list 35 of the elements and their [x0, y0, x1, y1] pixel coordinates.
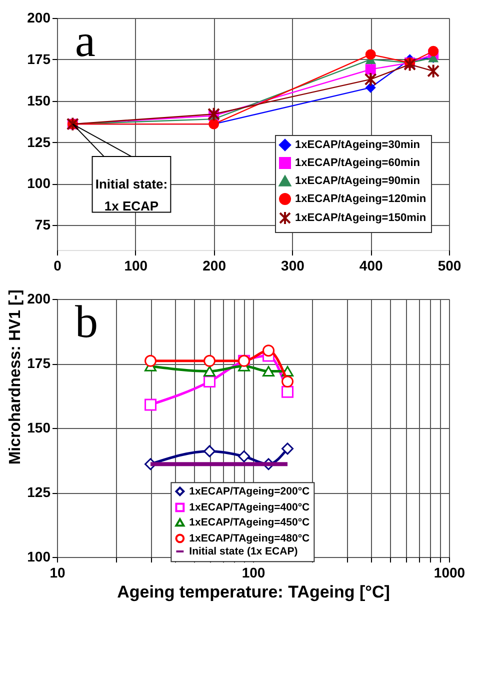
annotation: b — [75, 296, 98, 347]
y-tick-label: 100 — [27, 175, 51, 192]
x-tick-label: 400 — [359, 258, 383, 274]
legend-label: 1xECAP/TAgeing=480°C — [189, 532, 310, 544]
y-tick-label: 150 — [27, 420, 51, 436]
y-tick-label: 175 — [27, 50, 51, 67]
x-axis-title: Ageing temperature: TAgeing [°C] — [117, 582, 390, 602]
y-tick-label: 125 — [27, 134, 51, 150]
x-tick-label: 0 — [54, 258, 62, 274]
annotation: a — [75, 15, 96, 66]
legend-label: 1xECAP/tAgeing=120min — [295, 193, 426, 205]
y-tick-label: 100 — [27, 548, 51, 564]
y-tick-label: 175 — [27, 355, 51, 371]
x-tick-label: 100 — [242, 564, 266, 580]
x-tick-label: 1000 — [434, 564, 466, 580]
legend-label: Initial state (1x ECAP) — [189, 545, 298, 558]
legend-label: 1xECAP/tAgeing=30min — [295, 139, 420, 151]
x-tick-label: 200 — [202, 258, 226, 274]
legend-label: 1xECAP/tAgeing=60min — [295, 157, 420, 169]
x-tick-label: 300 — [281, 258, 305, 274]
y-tick-label: 200 — [27, 290, 51, 306]
legend-label: 1xECAP/TAgeing=200°C — [189, 485, 310, 498]
x-tick-label: 100 — [124, 258, 148, 274]
annotation: Initial state: 1x ECAP — [95, 176, 168, 214]
y-tick-label: 125 — [27, 484, 51, 500]
legend-label: 1xECAP/tAgeing=150min — [295, 212, 426, 224]
legend-label: 1xECAP/TAgeing=450°C — [189, 516, 310, 528]
y-tick-label: 150 — [27, 92, 51, 108]
y-tick-label: 200 — [27, 10, 51, 26]
y-tick-label: 75 — [34, 216, 51, 233]
legend-label: 1xECAP/tAgeing=90min — [295, 175, 420, 187]
legend-label: 1xECAP/TAgeing=400°C — [189, 501, 310, 514]
y-axis-title: Microhardness: HV1 [-] — [7, 290, 24, 465]
x-tick-label: 10 — [50, 564, 66, 580]
x-tick-label: 500 — [438, 258, 462, 274]
